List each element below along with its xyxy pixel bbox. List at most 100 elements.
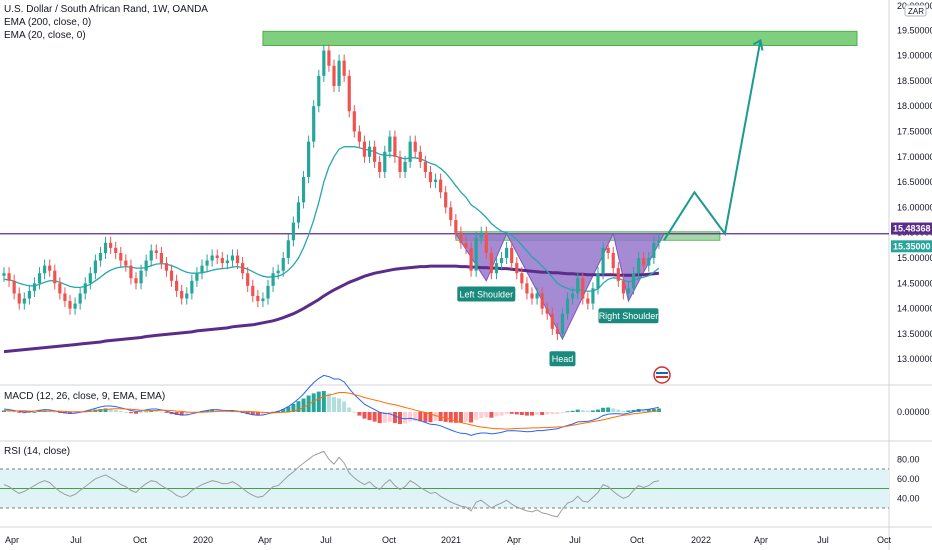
candle-body [449,207,453,221]
candle-body [114,247,118,253]
candle-body [571,293,575,299]
candle-body [591,288,595,304]
candle-body [205,260,209,266]
candle-body [357,131,361,142]
macd-histogram-bar [52,411,57,413]
macd-histogram-bar [255,412,260,416]
candle-body [505,247,509,259]
candle-body [261,298,265,302]
macd-histogram-bar [524,412,529,416]
pattern-label-box [598,308,659,324]
candle-body [520,273,524,284]
candle-body [606,247,610,253]
candle-body [494,263,499,274]
candle-body [215,255,219,259]
candle-body [169,270,174,281]
candle-body [535,293,539,299]
candle-body [256,295,260,302]
candle-body [251,285,255,296]
macd-histogram-bar [540,412,545,415]
candle-body [266,285,270,299]
candle-body [53,270,57,284]
macd-signal-line [3,392,659,430]
rsi-title[interactable]: RSI (14, close) [4,446,71,457]
time-tick-label: Oct [877,535,892,545]
price-tick-label: 17.50000 [897,127,932,137]
macd-histogram-bar [453,412,458,423]
macd-histogram-bar [570,410,575,412]
macd-histogram-bar [281,409,286,412]
macd-histogram-bar [205,410,210,412]
macd-histogram-bar [235,411,240,413]
macd-histogram-bar [550,412,555,415]
candle-body [586,298,590,304]
candle-body [352,111,356,132]
macd-histogram-bar [296,401,301,412]
candle-body [408,141,412,162]
candle-body [332,65,336,86]
time-tick-label: Jul [320,535,332,545]
candle-body [510,247,514,264]
candle-body [403,161,407,172]
candle-body [12,280,16,294]
candle-body [22,298,26,304]
macd-histogram-bar [535,412,540,415]
candle-body [469,247,473,271]
macd-histogram-bar [134,412,138,414]
candle-body [88,273,92,284]
candle-body [185,293,189,299]
price-tick-label: 16.00000 [897,202,932,212]
macd-histogram-bar [347,407,352,412]
macd-histogram-bar [367,412,372,421]
macd-histogram-bar [448,412,453,423]
candle-body [367,146,372,157]
candle-body [93,260,97,274]
macd-histogram-bar [403,412,408,424]
candle-body [454,220,458,233]
macd-histogram-bar [555,412,560,414]
price-tag-box [891,240,932,253]
time-tick-label: Apr [507,535,521,545]
candle-body [37,273,42,284]
time-tick-label: Apr [258,535,272,545]
macd-histogram-bar [601,407,606,412]
macd-histogram-bar [12,411,17,413]
candle-body [327,50,331,66]
candle-body [7,273,11,281]
currency-label: ZAR [908,7,924,16]
macd-histogram-bar [590,410,595,412]
macd-histogram-bar [118,411,123,412]
candle-body [235,255,240,264]
macd-histogram-bar [509,412,514,414]
ema200-label[interactable]: EMA (200, close, 0) [4,17,92,28]
macd-histogram-bar [565,411,570,413]
symbol-title[interactable]: U.S. Dollar / South African Rand, 1W, OA… [4,4,208,15]
resistance-zone [262,30,858,46]
macd-title[interactable]: MACD (12, 26, close, 9, EMA, EMA) [4,391,166,402]
macd-histogram-bar [123,412,128,413]
price-tag-value: 15.48368 [893,224,931,234]
macd-histogram-bar [108,409,113,412]
candle-body [83,283,87,294]
macd-histogram-bar [458,412,463,423]
macd-histogram-bar [337,398,342,412]
macd-histogram-bar [332,397,336,412]
macd-histogram-bar [504,412,509,414]
candle-body [58,283,62,294]
macd-histogram-bar [484,412,489,418]
candle-body [281,258,285,271]
macd-histogram-bar [545,412,550,415]
pattern-label-box [457,286,516,302]
candle-body [378,161,382,172]
ema20-label[interactable]: EMA (20, close, 0) [4,30,86,41]
macd-histogram-bar [469,412,474,423]
price-tick-label: 14.00000 [897,304,932,314]
candle-body [373,146,377,162]
macd-histogram-bar [530,412,534,416]
macd-histogram-bar [514,412,519,415]
macd-histogram-bar [250,412,255,415]
candle-body [560,313,565,334]
ema200-line [3,264,660,354]
candle-body [383,151,387,172]
